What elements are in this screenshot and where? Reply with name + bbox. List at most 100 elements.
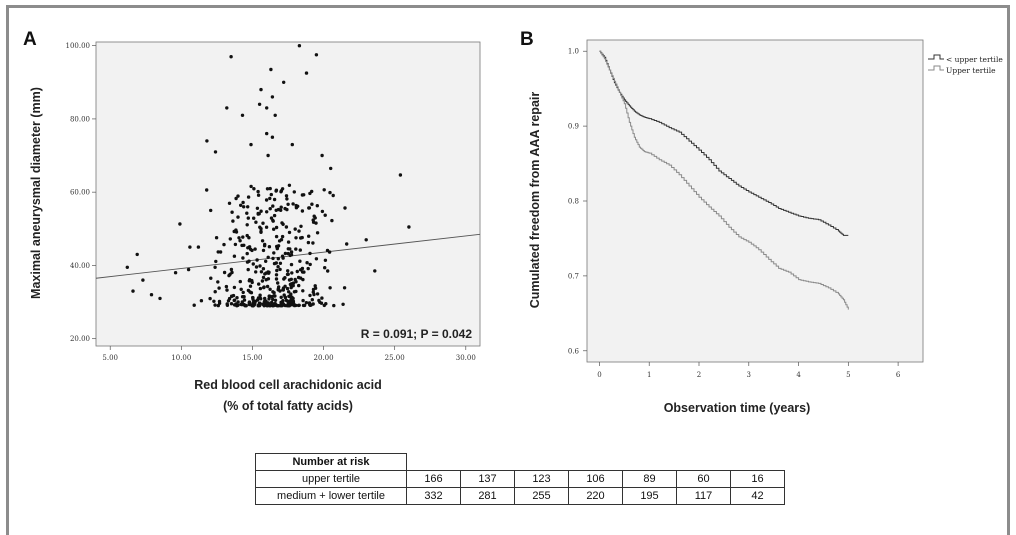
scatter-point (283, 251, 288, 256)
scatter-point (330, 218, 334, 223)
scatter-point (297, 229, 301, 233)
scatter-point (196, 245, 201, 249)
scatter-point (274, 189, 278, 193)
scatter-point (281, 302, 285, 306)
risk-cell: 166 (406, 470, 461, 488)
scatter-point (285, 272, 290, 277)
scatter-point (141, 278, 145, 282)
scatter-point (300, 209, 305, 213)
scatter-point (250, 303, 255, 308)
scatter-point (258, 293, 262, 297)
scatter-point (265, 302, 269, 306)
scatter-point (235, 304, 239, 308)
scatter-point (315, 204, 319, 208)
scatter-point (271, 204, 275, 208)
scatter-point (273, 294, 277, 298)
scatter-point (232, 254, 237, 258)
scatter-point (302, 193, 306, 197)
scatter-point (261, 267, 266, 271)
scatter-point (272, 213, 277, 218)
scatter-point (265, 187, 270, 191)
scatter-point (268, 186, 272, 191)
scatter-point (255, 206, 260, 210)
scatter-point (237, 236, 241, 240)
scatter-point (259, 209, 263, 213)
scatter-point (248, 284, 253, 288)
scatter-point (272, 251, 276, 255)
risk-row-medium-lower-tertile: medium + lower tertile 332 281 255 220 1… (255, 487, 785, 505)
scatter-point (328, 190, 332, 195)
scatter-point (149, 293, 154, 297)
scatter-point (257, 301, 262, 305)
scatter-point (241, 256, 245, 260)
scatter-x-axis-label-line1: Red blood cell arachidonic acid (194, 378, 382, 392)
survival-x-tick-label: 4 (796, 371, 801, 379)
scatter-point (265, 131, 269, 136)
scatter-point (301, 289, 305, 293)
scatter-point (260, 239, 265, 243)
scatter-point (297, 44, 302, 48)
scatter-point (320, 296, 324, 300)
scatter-point (291, 202, 295, 206)
scatter-point (287, 294, 291, 298)
scatter-point (266, 153, 270, 158)
scatter-point (290, 142, 294, 147)
scatter-point (229, 55, 233, 59)
scatter-point (272, 197, 277, 202)
survival-x-tick-label: 6 (896, 371, 901, 379)
scatter-point (307, 234, 311, 238)
scatter-point (245, 223, 249, 227)
scatter-point (323, 266, 327, 270)
scatter-point (279, 208, 283, 212)
scatter-point (309, 303, 313, 307)
scatter-point (261, 302, 266, 306)
scatter-point (280, 234, 285, 239)
risk-cell: 137 (460, 470, 515, 488)
scatter-point (286, 301, 290, 305)
scatter-point (292, 190, 296, 194)
scatter-point (310, 202, 314, 206)
scatter-point (178, 222, 182, 226)
scatter-y-tick-label: 60.00 (70, 189, 90, 197)
scatter-point (232, 298, 237, 302)
scatter-point (218, 250, 223, 254)
scatter-point (267, 245, 272, 249)
scatter-point (271, 297, 275, 302)
scatter-point (259, 230, 263, 234)
scatter-point (259, 297, 263, 301)
scatter-point (298, 248, 302, 252)
scatter-point (131, 289, 135, 293)
risk-cell: 16 (730, 470, 785, 488)
scatter-point (258, 225, 262, 229)
scatter-point (287, 183, 292, 187)
scatter-point (238, 279, 242, 284)
scatter-point (278, 261, 283, 265)
scatter-point (308, 293, 312, 298)
survival-y-tick-label: 1.0 (568, 48, 579, 56)
scatter-point (234, 228, 238, 232)
scatter-point (248, 247, 253, 251)
scatter-x-tick-label: 10.00 (171, 354, 191, 362)
scatter-point (298, 268, 303, 272)
scatter-point (230, 210, 234, 214)
scatter-point (227, 273, 231, 278)
scatter-point (247, 279, 251, 283)
scatter-point (284, 225, 289, 229)
scatter-point (214, 259, 218, 264)
scatter-point (272, 261, 277, 266)
scatter-point (264, 198, 269, 202)
scatter-point (236, 300, 240, 304)
scatter-point (265, 284, 270, 289)
scatter-point (276, 265, 280, 269)
scatter-point (304, 71, 309, 75)
scatter-point (298, 259, 302, 263)
scatter-point (275, 268, 279, 273)
scatter-point (217, 301, 222, 305)
scatter-point (222, 242, 226, 247)
risk-cell: 195 (622, 487, 677, 505)
legend-label-lower: < upper tertile (946, 55, 1003, 64)
scatter-point (241, 235, 245, 239)
scatter-point (243, 303, 247, 307)
scatter-point (324, 302, 328, 306)
scatter-point (308, 251, 312, 256)
